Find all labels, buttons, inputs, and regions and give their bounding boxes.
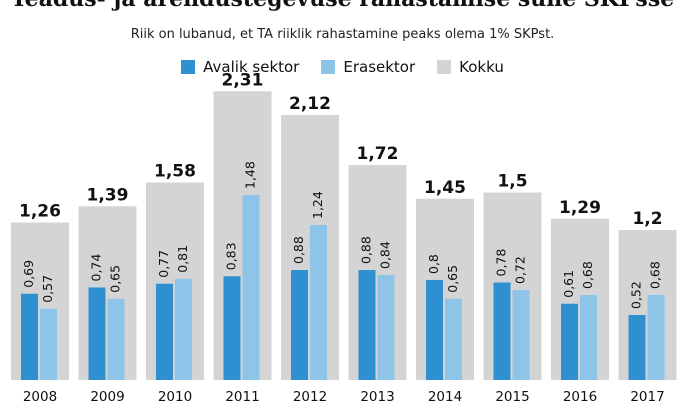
- chart-subtitle: Riik on lubanud, et TA riiklik rahastami…: [130, 27, 555, 42]
- bar-avalik-2011: [223, 276, 241, 380]
- label-avalik-2016: 0,61: [561, 270, 576, 298]
- bar-erasektor-2017: [647, 295, 665, 380]
- label-avalik-2015: 0,78: [494, 249, 509, 277]
- tick-label-2012: 2012: [293, 389, 327, 405]
- legend-swatch-kokku: [437, 60, 452, 74]
- bar-avalik-2015: [493, 282, 511, 380]
- label-avalik-2017: 0,52: [629, 281, 644, 309]
- label-total-2011: 2,31: [222, 70, 264, 90]
- label-avalik-2009: 0,74: [89, 254, 104, 282]
- tick-label-2017: 2017: [630, 389, 664, 405]
- tick-label-2014: 2014: [428, 389, 462, 405]
- chart-title: Teadus- ja arendustegevuse rahastamise s…: [0, 0, 685, 12]
- label-total-2015: 1,5: [497, 172, 527, 192]
- label-erasektor-2012: 1,24: [310, 191, 325, 219]
- label-avalik-2012: 0,88: [291, 236, 306, 264]
- label-avalik-2011: 0,83: [224, 242, 239, 270]
- bar-avalik-2012: [291, 270, 308, 380]
- bar-erasektor-2011: [242, 195, 260, 380]
- label-erasektor-2016: 0,68: [580, 261, 595, 289]
- bar-avalik-2010: [156, 283, 173, 380]
- tick-label-2010: 2010: [158, 389, 192, 405]
- legend: Avalik sektor Erasektor Kokku: [0, 58, 685, 76]
- tick-label-2016: 2016: [563, 389, 597, 405]
- bar-erasektor-2012: [310, 225, 327, 380]
- label-total-2014: 1,45: [424, 178, 466, 198]
- bar-avalik-2008: [21, 293, 38, 380]
- label-avalik-2014: 0,8: [426, 254, 441, 274]
- label-erasektor-2009: 0,65: [108, 265, 123, 293]
- tick-label-2013: 2013: [360, 389, 394, 405]
- legend-label-kokku: Kokku: [459, 58, 504, 76]
- legend-swatch-erasektor: [321, 60, 336, 74]
- label-total-2012: 2,12: [289, 94, 331, 114]
- bar-avalik-2009: [88, 287, 106, 380]
- bar-erasektor-2016: [580, 295, 597, 380]
- bar-avalik-2014: [426, 280, 443, 380]
- label-total-2013: 1,72: [357, 144, 399, 164]
- label-total-2008: 1,26: [19, 202, 61, 222]
- label-avalik-2010: 0,77: [156, 250, 171, 278]
- label-erasektor-2013: 0,84: [378, 241, 393, 269]
- label-erasektor-2011: 1,48: [243, 161, 258, 189]
- legend-item-erasektor: Erasektor: [321, 58, 415, 76]
- tick-label-2015: 2015: [495, 389, 529, 405]
- bar-avalik-2017: [628, 315, 646, 380]
- legend-swatch-avalik-sektor: [181, 60, 196, 74]
- bar-erasektor-2013: [377, 275, 395, 380]
- bar-avalik-2013: [358, 270, 376, 380]
- bar-erasektor-2008: [40, 308, 57, 380]
- legend-item-kokku: Kokku: [437, 58, 504, 76]
- bar-avalik-2016: [561, 303, 578, 380]
- tick-label-2011: 2011: [225, 389, 259, 405]
- label-erasektor-2017: 0,68: [648, 261, 663, 289]
- label-total-2016: 1,29: [559, 198, 601, 218]
- legend-label-avalik-sektor: Avalik sektor: [203, 58, 300, 76]
- label-total-2010: 1,58: [154, 162, 196, 182]
- label-avalik-2008: 0,69: [21, 260, 36, 288]
- bar-erasektor-2015: [512, 290, 530, 380]
- label-total-2017: 1,2: [632, 209, 662, 229]
- legend-item-avalik-sektor: Avalik sektor: [181, 58, 299, 76]
- label-erasektor-2015: 0,72: [513, 256, 528, 284]
- tick-label-2009: 2009: [90, 389, 124, 405]
- bar-erasektor-2010: [175, 278, 192, 380]
- label-avalik-2013: 0,88: [359, 236, 374, 264]
- tick-label-2008: 2008: [23, 389, 57, 405]
- bar-erasektor-2009: [107, 298, 125, 380]
- bar-erasektor-2014: [445, 298, 462, 380]
- label-erasektor-2014: 0,65: [445, 265, 460, 293]
- label-erasektor-2010: 0,81: [175, 245, 190, 273]
- label-total-2009: 1,39: [87, 185, 129, 205]
- legend-label-erasektor: Erasektor: [343, 58, 416, 76]
- label-erasektor-2008: 0,57: [40, 275, 55, 303]
